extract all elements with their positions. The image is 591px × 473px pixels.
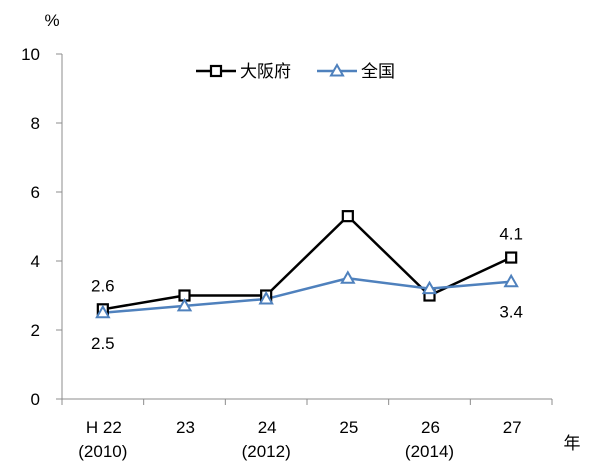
- series-lines: [102, 214, 512, 314]
- legend-label-1: 大阪府: [240, 62, 291, 81]
- y-tick-label: 6: [31, 183, 40, 202]
- x-tick-sublabel: (2010): [78, 442, 127, 461]
- legend-marker-2: [329, 62, 345, 77]
- series-1-point: [505, 251, 518, 264]
- data-labels: 2.6 2.5 4.1 3.4: [91, 225, 523, 353]
- x-tick-label: 25: [339, 418, 358, 437]
- legend: 大阪府 全国: [196, 62, 395, 81]
- y-tick-label: 10: [21, 45, 40, 64]
- data-label: 2.5: [91, 334, 115, 353]
- legend-label-2: 全国: [361, 62, 395, 81]
- series-1-point: [341, 210, 354, 223]
- series-2-point: [95, 304, 111, 319]
- y-tick-label: 8: [31, 114, 40, 133]
- x-tick-sublabel: (2014): [405, 442, 454, 461]
- series-2-point: [421, 280, 438, 295]
- series-markers: [95, 210, 519, 319]
- x-tick-label: 27: [503, 418, 522, 437]
- x-tick-sublabel: (2012): [242, 442, 291, 461]
- data-label: 4.1: [499, 225, 523, 244]
- data-label: 2.6: [91, 276, 115, 295]
- data-label: 3.4: [499, 303, 523, 322]
- y-tick-label: 0: [31, 390, 40, 409]
- x-unit-label: 年: [564, 434, 581, 453]
- series-2-point: [340, 270, 356, 284]
- series-line-2: [102, 277, 512, 314]
- y-tick-label: 4: [31, 252, 40, 271]
- y-tick-label: 2: [31, 321, 40, 340]
- legend-marker-1: [209, 64, 223, 78]
- x-tick-label: H 22: [86, 418, 122, 437]
- x-tick-label: 23: [176, 418, 195, 437]
- series-line-1: [102, 214, 512, 311]
- series-2-point: [176, 297, 193, 312]
- series-2-point: [503, 273, 519, 288]
- x-tick-label: 26: [421, 418, 440, 437]
- x-tick-label: 24: [258, 418, 277, 437]
- y-unit-label: %: [44, 11, 59, 30]
- series-2-point: [258, 290, 274, 305]
